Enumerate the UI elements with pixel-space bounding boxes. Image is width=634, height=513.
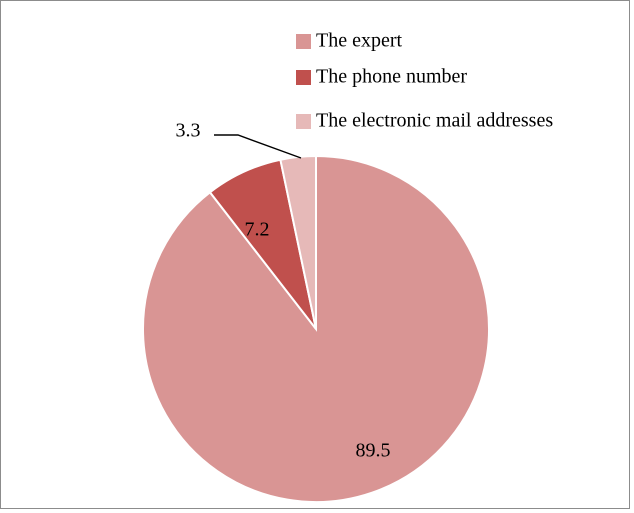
legend: The expert The phone number The electron… bbox=[296, 30, 553, 132]
legend-label-email: The electronic mail addresses bbox=[316, 110, 553, 132]
legend-label-expert: The expert bbox=[316, 30, 403, 52]
legend-label-phone: The phone number bbox=[316, 66, 467, 88]
data-label-expert: 89.5 bbox=[356, 440, 391, 462]
data-label-phone: 7.2 bbox=[245, 219, 270, 241]
data-label-email: 3.3 bbox=[176, 120, 201, 142]
legend-swatch-email bbox=[296, 114, 311, 129]
legend-swatch-phone bbox=[296, 70, 311, 85]
leader-line bbox=[214, 134, 302, 159]
pie-slices bbox=[142, 154, 490, 503]
legend-swatch-expert bbox=[296, 34, 311, 49]
